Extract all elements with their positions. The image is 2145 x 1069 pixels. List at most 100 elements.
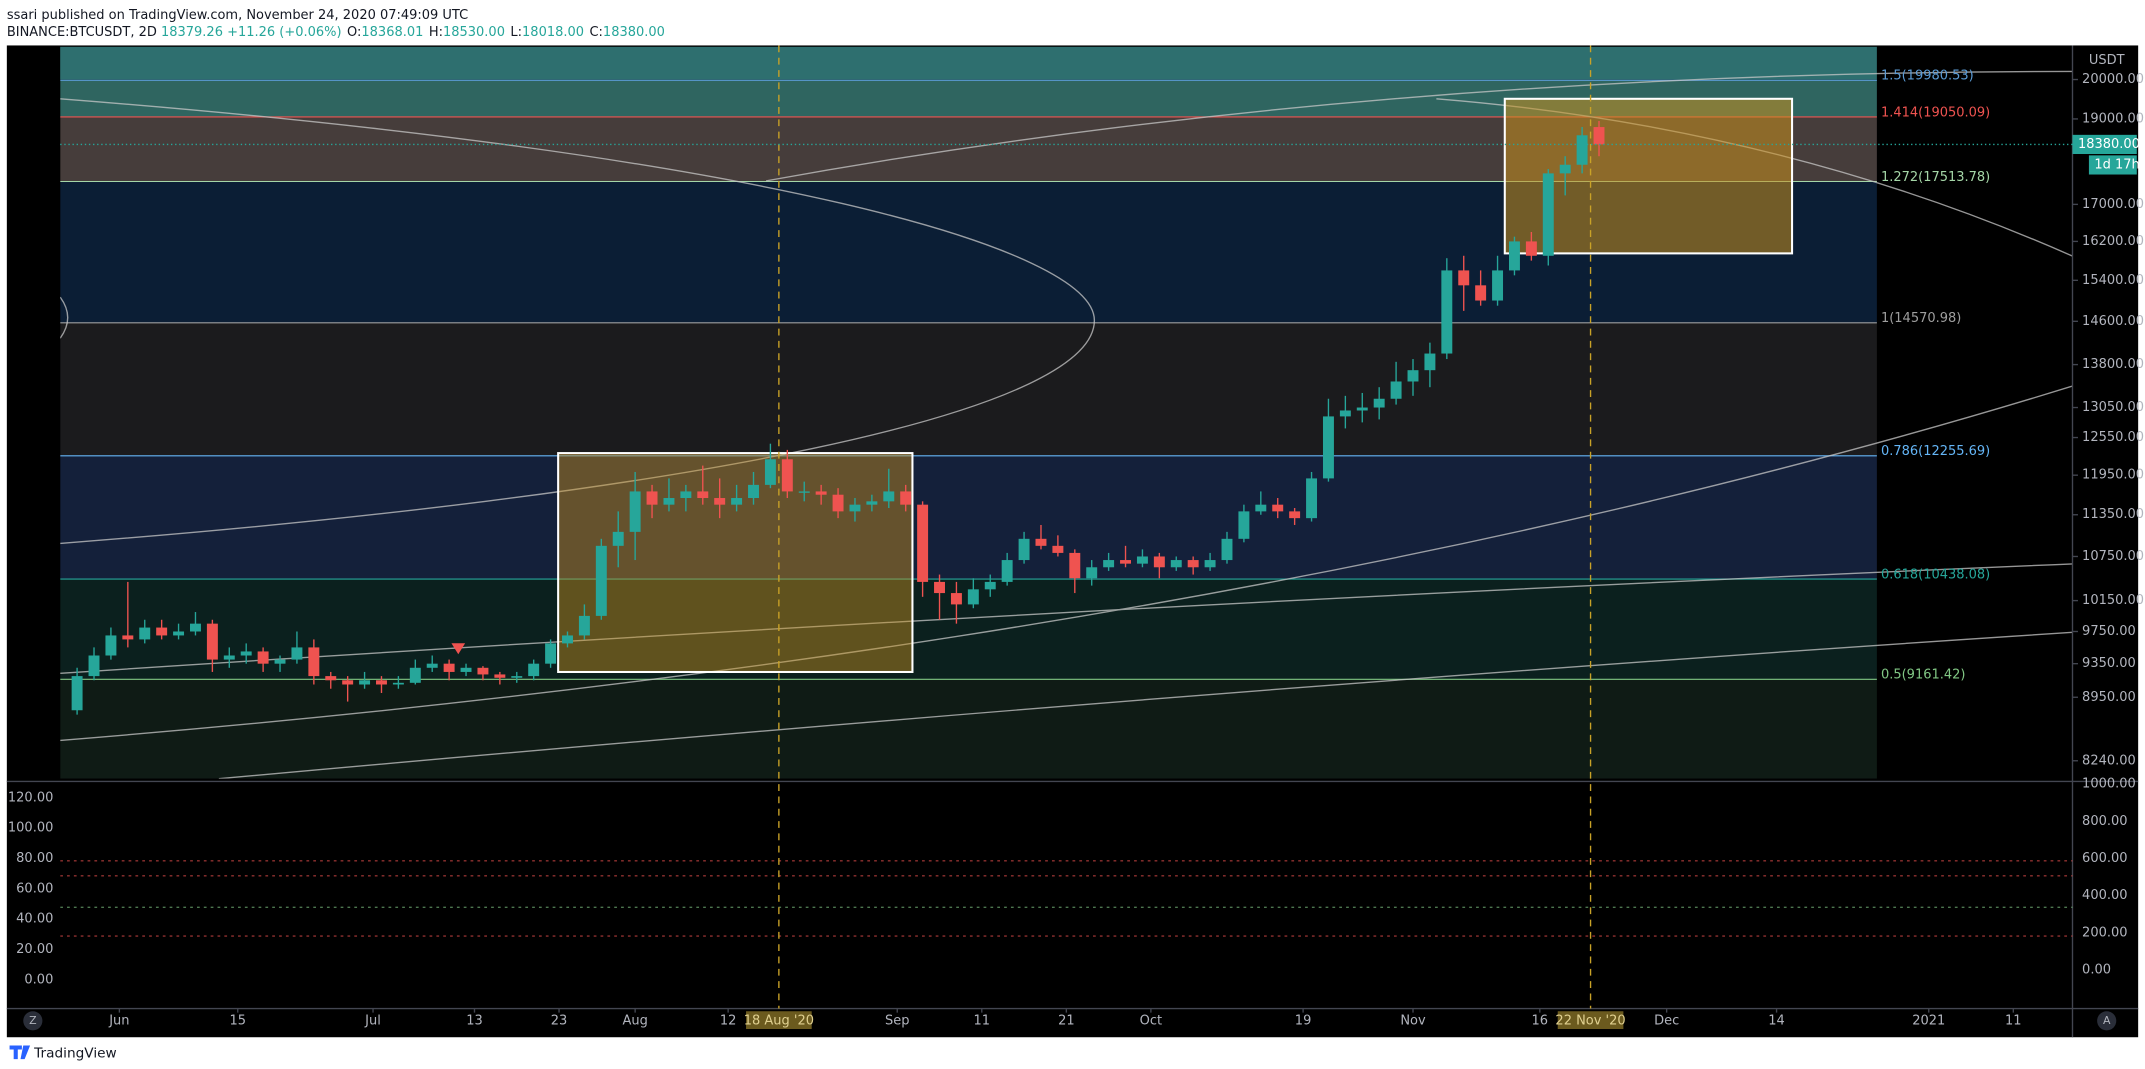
candle-body — [1407, 370, 1419, 382]
candle-body — [1356, 407, 1368, 411]
pane-tick2-label: 0.00 — [2082, 963, 2111, 978]
candle-body — [1576, 135, 1588, 165]
last-price-label: 18380.00 — [2078, 137, 2140, 152]
candle-body — [359, 680, 371, 685]
ohlc-key: L: — [510, 24, 522, 39]
ohlc-key: H: — [429, 24, 443, 39]
candle-body — [291, 647, 303, 660]
y-tick-label: 13050.00 — [2082, 400, 2144, 415]
ohlc-value: 18380.00 — [603, 24, 665, 39]
pane-tick-label: 40.00 — [16, 912, 53, 927]
candle-body — [731, 498, 743, 505]
candle-body — [1475, 285, 1487, 301]
signal-arrow — [451, 643, 466, 655]
auto-button[interactable] — [2097, 1011, 2117, 1031]
candle-body — [1424, 353, 1436, 371]
marker-tag — [1557, 1011, 1624, 1030]
candle-body — [832, 494, 844, 512]
y-tick-label: 14600.00 — [2082, 314, 2144, 329]
candle-body — [1052, 545, 1064, 553]
y-tick-label: 8950.00 — [2082, 690, 2136, 705]
candle-body — [900, 491, 912, 505]
candle-body — [1458, 270, 1470, 286]
auto-button-label[interactable]: A — [2103, 1014, 2111, 1027]
candle-body — [240, 651, 252, 656]
y-tick-label: 17000.00 — [2082, 197, 2144, 212]
candle-body — [511, 676, 523, 678]
footer — [0, 1038, 2145, 1066]
candle-body — [1559, 164, 1571, 174]
pane-tick2-label: 400.00 — [2082, 888, 2127, 903]
candle-body — [714, 498, 726, 505]
candle-body — [562, 635, 573, 644]
curves — [60, 70, 2073, 779]
y-tick-label: 15400.00 — [2082, 273, 2144, 288]
candle-body — [1289, 511, 1301, 519]
candle-body — [1136, 556, 1148, 564]
candle-body — [934, 581, 945, 594]
scale-button[interactable] — [23, 1011, 43, 1031]
pane-tick-label: 100.00 — [8, 821, 53, 836]
ohlc-key: C: — [589, 24, 602, 39]
candle-body — [190, 623, 201, 632]
marker-label: 22 Nov '20 — [1555, 1013, 1625, 1028]
candle-body — [1390, 381, 1402, 399]
candle-body — [460, 667, 472, 672]
candle-body — [646, 491, 658, 505]
fib-label: 1.414(19050.09) — [1881, 105, 1990, 120]
candle-body — [680, 491, 692, 499]
candle-body — [1170, 560, 1182, 568]
candle-body — [866, 501, 878, 505]
fib-label: 1(14570.98) — [1881, 311, 1961, 326]
y-tick-label: 9750.00 — [2082, 624, 2136, 639]
range-box — [557, 452, 914, 674]
ellipse-arc — [60, 98, 1096, 545]
candle-body — [1035, 538, 1047, 546]
pane-tick2-label: 600.00 — [2082, 851, 2127, 866]
x-tick-label: Dec — [1654, 1013, 1679, 1028]
marker-tag — [746, 1011, 812, 1030]
candle-body — [392, 682, 404, 685]
x-tick-label: Oct — [1140, 1013, 1162, 1028]
candle-body — [409, 667, 421, 683]
fib-label: 1.5(19980.53) — [1881, 69, 1974, 84]
change: +11.26 (+0.06%) — [227, 24, 341, 39]
candle-body — [849, 504, 861, 512]
ohlc-value: 18018.00 — [522, 24, 584, 39]
x-tick-label: 12 — [720, 1013, 737, 1028]
candle-body — [494, 674, 506, 678]
y-tick-label: 9350.00 — [2082, 656, 2136, 671]
marker-label: 18 Aug '20 — [744, 1013, 814, 1028]
candle-body — [1542, 173, 1554, 256]
candle-body — [1221, 538, 1233, 561]
x-tick-label: Nov — [1400, 1013, 1426, 1028]
fib-band — [60, 322, 1877, 456]
x-tick-label: 15 — [229, 1013, 246, 1028]
published-line: ssari published on TradingView.com, Nove… — [7, 8, 468, 23]
candle-body — [1238, 511, 1250, 539]
candle-body — [697, 491, 709, 499]
candle-body — [325, 676, 337, 681]
candle-body — [748, 484, 759, 499]
scale-button-label[interactable]: Z — [29, 1014, 37, 1027]
candle-body — [883, 491, 895, 502]
candle-body — [71, 676, 83, 711]
x-tick-label: 11 — [2005, 1013, 2022, 1028]
candle-body — [274, 659, 286, 664]
top-band — [60, 46, 1877, 80]
pane-tick-label: 80.00 — [16, 851, 53, 866]
candle-body — [426, 663, 438, 668]
candle-body — [1593, 127, 1605, 145]
ohlc-value: 18368.01 — [361, 24, 423, 39]
x-tick-label: 23 — [551, 1013, 568, 1028]
candle-body — [815, 491, 827, 495]
candle-body — [781, 459, 793, 492]
candle-body — [173, 631, 185, 636]
ohlc-key: O: — [347, 24, 361, 39]
pane-tick2-label: 1000.00 — [2082, 777, 2136, 792]
candle-body — [1204, 560, 1216, 568]
last-price-tag — [2072, 134, 2137, 154]
x-tick-label: 2021 — [1912, 1013, 1945, 1028]
